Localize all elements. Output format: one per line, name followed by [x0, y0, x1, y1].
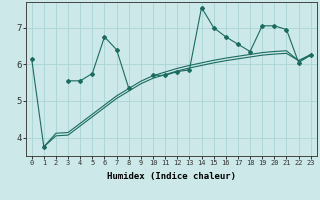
X-axis label: Humidex (Indice chaleur): Humidex (Indice chaleur) [107, 172, 236, 181]
